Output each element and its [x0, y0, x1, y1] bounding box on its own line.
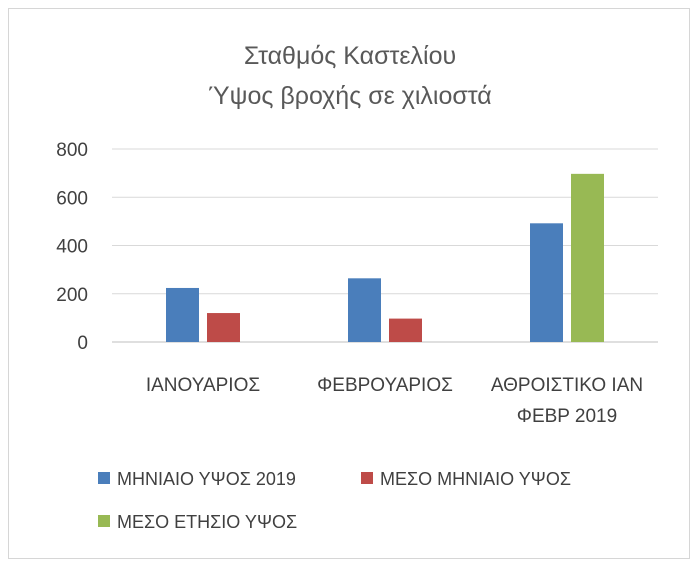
y-tick-label-800: 800 [56, 140, 88, 161]
category-label-line: ΙΑΝΟΥΑΡΙΟΣ [146, 375, 260, 396]
chart-title-line-2: Ύψος βροχής σε χιλιοστά [208, 82, 492, 110]
category-label-line: ΦΕΒΡ 2019 [517, 406, 617, 427]
chart-title-line-1: Σταθμός Καστελίου [244, 42, 456, 70]
gridlines [112, 148, 658, 343]
legend: ΜΗΝΙΑΙΟ ΥΨΟΣ 2019 ΜΕΣΟ ΜΗΝΙΑΙΟ ΥΨΟΣ ΜΕΣΟ Ε… [98, 469, 571, 532]
category-label-3: ΑΘΡΟΙΣΤΙΚΟ ΙΑΝ ΦΕΒΡ 2019 [491, 375, 643, 427]
y-tick-label-200: 200 [56, 285, 88, 306]
bar-2-2 [389, 318, 422, 342]
chart-title: Σταθμός Καστελίου Ύψος βροχής σε χιλιοστά [208, 42, 492, 110]
bar-1-1 [166, 287, 199, 342]
category-label-1: ΙΑΝΟΥΑΡΙΟΣ [146, 375, 260, 396]
y-tick-label-0: 0 [77, 333, 88, 354]
y-tick-label-400: 400 [56, 237, 88, 258]
legend-label-2: ΜΕΣΟ ΜΗΝΙΑΙΟ ΥΨΟΣ [380, 469, 571, 489]
category-label-2: ΦΕΒΡΟΥΑΡΙΟΣ [317, 375, 453, 396]
bar-1-3 [530, 223, 563, 342]
legend-label-1: ΜΗΝΙΑΙΟ ΥΨΟΣ 2019 [117, 469, 296, 489]
bar-2-1 [207, 313, 240, 342]
y-tick-label-600: 600 [56, 188, 88, 209]
bar-3-3 [571, 173, 604, 342]
legend-swatch-1 [98, 472, 110, 484]
category-label-line: ΦΕΒΡΟΥΑΡΙΟΣ [317, 375, 453, 396]
bars [166, 173, 604, 342]
legend-swatch-3 [98, 515, 110, 527]
y-axis-ticks: 0 200 400 600 800 [56, 140, 88, 354]
bar-1-2 [348, 278, 381, 342]
legend-label-3: ΜΕΣΟ ΕΤΗΣΙΟ ΥΨΟΣ [117, 512, 297, 532]
legend-swatch-2 [361, 472, 373, 484]
category-label-line: ΑΘΡΟΙΣΤΙΚΟ ΙΑΝ [491, 375, 643, 396]
x-axis-labels: ΙΑΝΟΥΑΡΙΟΣ ΦΕΒΡΟΥΑΡΙΟΣ ΑΘΡΟΙΣΤΙΚΟ ΙΑΝ ΦΕΒΡ … [146, 375, 643, 427]
